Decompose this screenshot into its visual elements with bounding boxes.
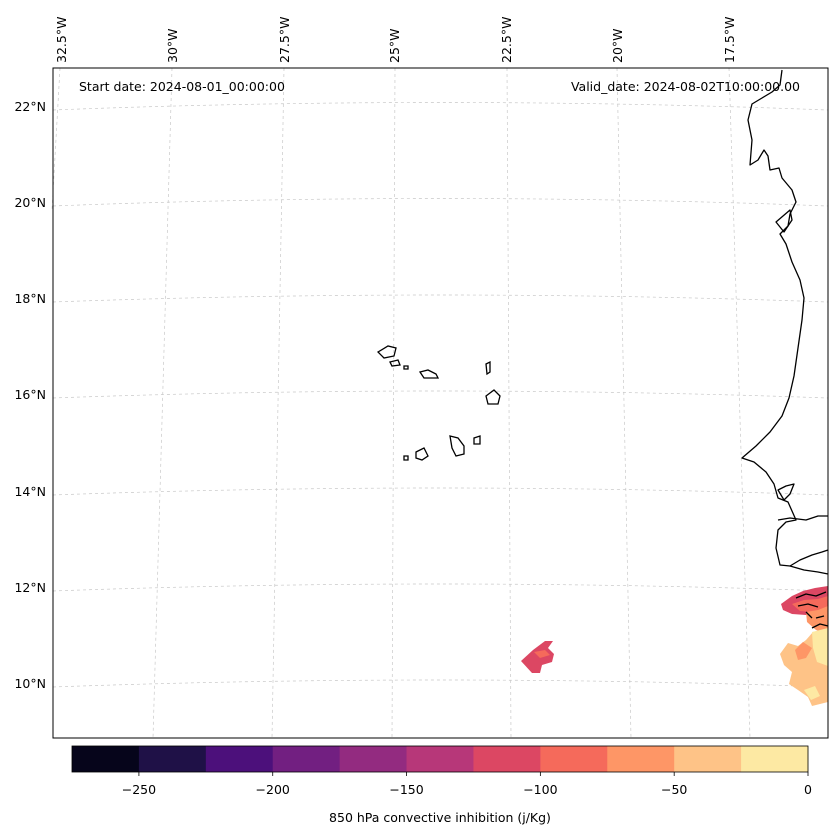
lon-label: 20°W bbox=[610, 28, 625, 63]
lat-label: 16°N bbox=[14, 387, 46, 402]
lon-label: 32.5°W bbox=[54, 17, 69, 63]
cin-contours bbox=[521, 586, 828, 706]
lat-label: 10°N bbox=[14, 676, 46, 691]
start-date-label: Start date: 2024-08-01_00:00:00 bbox=[79, 79, 285, 94]
lat-label: 18°N bbox=[14, 291, 46, 306]
lon-label: 17.5°W bbox=[722, 17, 737, 63]
colorbar-bin bbox=[406, 746, 474, 772]
bissagos-coast bbox=[789, 565, 829, 575]
colorbar-tick-label: −200 bbox=[256, 782, 290, 797]
colorbar-label: 850 hPa convective inhibition (j/Kg) bbox=[329, 810, 551, 825]
colorbar-bin bbox=[674, 746, 742, 772]
cin-patch-offshore bbox=[521, 641, 554, 673]
colorbar-tick-label: −50 bbox=[661, 782, 687, 797]
africa-coastline bbox=[741, 69, 829, 567]
valid-date-label: Valid_date: 2024-08-02T10:00:00.00 bbox=[571, 79, 800, 94]
coastline bbox=[741, 69, 829, 629]
lat-label: 14°N bbox=[14, 484, 46, 499]
cin-patch-coast-mid bbox=[806, 606, 828, 634]
colorbar-tick-label: 0 bbox=[804, 782, 812, 797]
lon-label: 25°W bbox=[387, 28, 402, 63]
colorbar-bin bbox=[205, 746, 274, 772]
sal bbox=[485, 360, 491, 376]
latitude-labels: 22°N 20°N 18°N 16°N 14°N 12°N 10°N bbox=[14, 99, 46, 691]
sao-nicolau bbox=[418, 369, 440, 379]
guinea-coast bbox=[795, 591, 829, 629]
map-frame bbox=[52, 67, 829, 739]
lon-label: 22.5°W bbox=[499, 17, 514, 63]
colorbar-bin bbox=[272, 746, 341, 772]
colorbar-tick-label: −100 bbox=[523, 782, 557, 797]
longitude-labels: 32.5°W 30°W 27.5°W 25°W 22.5°W 20°W 17.5… bbox=[54, 17, 737, 63]
colorbar-bin bbox=[339, 746, 408, 772]
lon-label: 30°W bbox=[165, 28, 180, 63]
colorbar-frame bbox=[71, 745, 809, 773]
colorbar-ticks: −250 −200 −150 −100 −50 0 bbox=[122, 772, 812, 797]
colorbar-bin bbox=[607, 746, 675, 772]
colorbar-bin bbox=[138, 746, 207, 772]
brava bbox=[403, 455, 409, 461]
colorbar-tick-label: −150 bbox=[389, 782, 423, 797]
lat-label: 12°N bbox=[14, 580, 46, 595]
santa-luzia bbox=[403, 365, 409, 370]
cape-blanc bbox=[775, 209, 793, 233]
lon-label: 27.5°W bbox=[277, 17, 292, 63]
lat-label: 20°N bbox=[14, 195, 46, 210]
colorbar-bin bbox=[741, 746, 809, 772]
senegal-gambia-coast bbox=[777, 515, 828, 521]
colorbar-bin bbox=[540, 746, 608, 772]
graticule bbox=[51, 67, 829, 739]
cin-patch-coast-south-edge bbox=[795, 642, 812, 660]
colorbar-bin bbox=[473, 746, 541, 772]
sao-vicente bbox=[389, 359, 401, 367]
banc-arguin bbox=[777, 483, 795, 501]
maio bbox=[473, 435, 481, 445]
santo-antao bbox=[376, 345, 397, 359]
cin-patch-offshore-core bbox=[534, 650, 550, 658]
colorbar-bin bbox=[72, 746, 140, 772]
santiago bbox=[449, 435, 465, 457]
cin-patch-coast-zero bbox=[812, 628, 828, 666]
colorbar-tick-label: −250 bbox=[122, 782, 156, 797]
cape-verde-islands bbox=[376, 345, 501, 461]
lat-label: 22°N bbox=[14, 99, 46, 114]
boa-vista bbox=[485, 389, 501, 405]
fogo bbox=[415, 447, 429, 461]
colorbar bbox=[72, 746, 809, 772]
cin-patch-coast-zero-south bbox=[804, 686, 820, 700]
